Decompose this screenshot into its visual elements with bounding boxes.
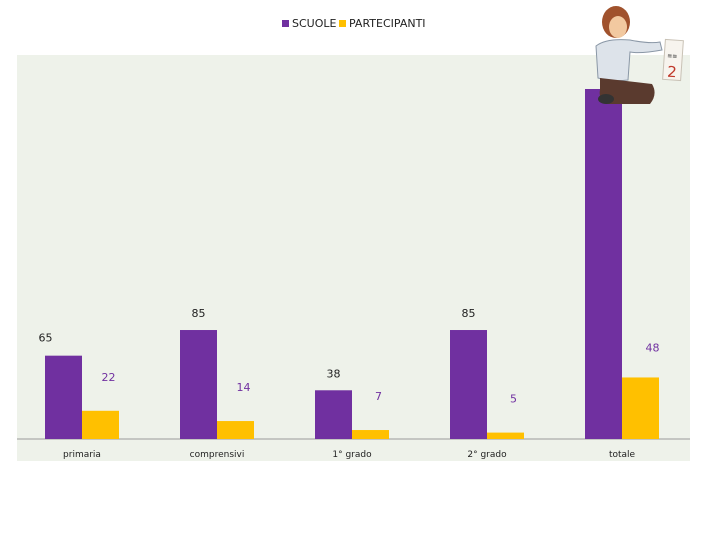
x-tick-label-2-grado: 2° grado [467, 450, 507, 460]
bar-scuole-primaria [45, 355, 82, 439]
legend-label-partecipanti: PARTECIPANTI [349, 17, 426, 30]
bar-partecipanti-2-grado [487, 432, 524, 439]
bar-scuole-comprensivi [180, 330, 217, 439]
data-label-partecipanti-2-grado: 5 [510, 393, 517, 406]
x-tick-label-totale: totale [609, 450, 636, 460]
data-label-partecipanti-comprensivi: 14 [237, 381, 251, 394]
data-label-scuole-2-grado: 85 [462, 307, 476, 320]
data-label-partecipanti-primaria: 22 [102, 371, 116, 384]
x-tick-label-primaria: primaria [63, 450, 101, 460]
data-label-partecipanti-totale: 48 [646, 341, 660, 354]
sign-small-text: ≡≡ [667, 53, 678, 61]
bar-scuole-1-grado [315, 390, 352, 439]
legend-swatch-partecipanti [339, 20, 346, 27]
bars-group [45, 89, 659, 439]
bar-partecipanti-1-grado [352, 430, 389, 439]
x-tick-label-1-grado: 1° grado [332, 450, 372, 460]
bar-scuole-totale [585, 89, 622, 439]
data-label-scuole-1-grado: 38 [327, 367, 341, 380]
bar-scuole-2-grado [450, 330, 487, 439]
data-label-scuole-primaria: 65 [39, 332, 53, 345]
plot-area [17, 55, 690, 461]
sign-number: 2 [667, 63, 678, 82]
data-label-scuole-comprensivi: 85 [192, 307, 206, 320]
person-holding-sign-icon: ≡≡ 2 [595, 6, 684, 104]
legend-swatch-scuole [282, 20, 289, 27]
legend-label-scuole: SCUOLE [292, 17, 337, 30]
bar-partecipanti-primaria [82, 410, 119, 439]
x-tick-label-comprensivi: comprensivi [190, 450, 245, 460]
data-labels-group: 65 22 85 14 38 7 85 5 48 [39, 307, 660, 406]
bar-partecipanti-comprensivi [217, 421, 254, 439]
data-label-partecipanti-1-grado: 7 [375, 390, 382, 403]
x-tick-labels-group: primaria comprensivi 1° grado 2° grado total… [63, 450, 635, 460]
legend: SCUOLE PARTECIPANTI [282, 17, 426, 30]
bar-partecipanti-totale [622, 377, 659, 439]
